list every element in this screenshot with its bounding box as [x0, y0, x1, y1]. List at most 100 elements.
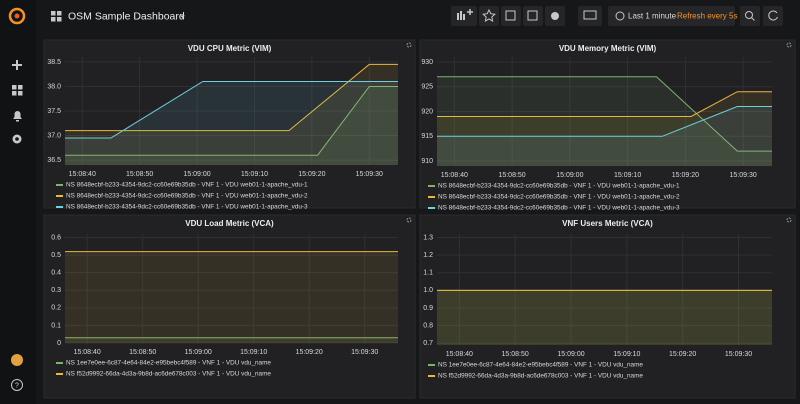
panel-title: VDU Load Metric (VCA): [185, 219, 274, 228]
y-tick-label: 1.1: [423, 270, 433, 277]
config-icon[interactable]: [12, 134, 22, 144]
y-tick-label: 925: [421, 84, 433, 91]
y-tick-label: 0.6: [51, 234, 61, 241]
grid-icon: [51, 11, 62, 22]
area: [65, 251, 398, 343]
x-tick-label: 15:09:00: [556, 172, 583, 179]
dashboard-title[interactable]: OSM Sample Dashboard: [68, 10, 185, 22]
time-picker[interactable]: [608, 6, 735, 26]
legend-label: NS f52d9992-66da-4d3a-9b8d-ac6de678c003 …: [66, 371, 271, 378]
legend-label: NS 1ee7e0ee-6c87-4e64-84e2-e95bebc4f589 …: [66, 360, 271, 367]
legend-label: NS 8648ecbf-b233-4354-9dc2-cc60e69b35db …: [66, 182, 308, 189]
tv-mode-button[interactable]: [578, 6, 602, 26]
legend-label: NS f52d9992-66da-4d3a-9b8d-ac6de678c003 …: [438, 373, 643, 380]
sidebar-icons[interactable]: ?: [11, 60, 23, 391]
area: [437, 76, 772, 166]
alert-icon[interactable]: [13, 111, 22, 122]
series-line: [65, 86, 398, 156]
x-tick-label: 15:08:40: [74, 349, 101, 356]
y-tick-label: 0.4: [51, 270, 61, 277]
y-tick-label: 0: [57, 340, 61, 347]
x-tick-label: 15:09:30: [351, 349, 378, 356]
save-button[interactable]: [523, 6, 543, 26]
y-tick-label: 37.0: [47, 132, 61, 139]
x-tick-label: 15:09:10: [240, 349, 267, 356]
legend-label: NS 8648ecbf-b233-4354-9dc2-cc60e69b35db …: [66, 204, 308, 211]
time-range[interactable]: Last 1 minute: [628, 12, 677, 21]
y-tick-label: 0.8: [423, 322, 433, 329]
area: [65, 81, 398, 165]
x-tick-label: 15:09:10: [613, 351, 640, 358]
y-tick-label: 0.2: [51, 305, 61, 312]
legend-label: NS 8648ecbf-b233-4354-9dc2-cc60e69b35db …: [438, 183, 680, 190]
x-tick-label: 15:09:10: [614, 172, 641, 179]
star-button[interactable]: [479, 6, 499, 26]
panels: VDU CPU Metric (VIM) 36.5 37.0 37.5 38.0 38.5…: [43, 39, 796, 399]
x-tick-label: 15:09:30: [725, 351, 752, 358]
panel: [419, 39, 796, 209]
x-tick-label: 15:09:30: [356, 171, 383, 178]
y-tick-label: 0.7: [423, 340, 433, 347]
legend-label: NS 8648ecbf-b233-4354-9dc2-cc60e69b35db …: [66, 193, 308, 200]
zoom-button[interactable]: [740, 6, 760, 26]
x-tick-label: 15:09:20: [669, 351, 696, 358]
refresh-button[interactable]: [763, 6, 783, 26]
create-icon[interactable]: [12, 60, 22, 70]
loading-indicator: [406, 217, 412, 223]
area: [65, 64, 398, 165]
loading-indicator: [406, 42, 412, 48]
x-tick-label: 15:08:50: [129, 349, 156, 356]
loading-indicator: [786, 217, 792, 223]
caret: [180, 15, 185, 18]
toolbar: Last 1 minute Refresh every 5s: [451, 6, 783, 26]
series-line: [65, 81, 398, 139]
y-tick-label: 910: [421, 158, 433, 165]
series-line: [65, 63, 398, 132]
legend-label: NS 1ee7e0ee-6c87-4e64-84e2-e95bebc4f589 …: [438, 362, 643, 369]
legend-label: NS 8648ecbf-b233-4354-9dc2-cc60e69b35db …: [438, 194, 680, 201]
x-tick-label: 15:09:20: [298, 171, 325, 178]
area: [65, 86, 398, 165]
share-button[interactable]: [501, 6, 521, 26]
panel: [419, 214, 796, 399]
x-tick-label: 15:08:40: [446, 351, 473, 358]
x-tick-label: 15:08:50: [126, 171, 153, 178]
x-tick-label: 15:09:30: [729, 172, 756, 179]
grafana-logo[interactable]: [8, 7, 26, 25]
panel: [43, 214, 416, 399]
x-tick-label: 15:08:40: [69, 171, 96, 178]
panel-title: VNF Users Metric (VCA): [562, 219, 653, 228]
y-tick-label: 38.0: [47, 83, 61, 90]
x-tick-label: 15:08:50: [498, 172, 525, 179]
y-tick-label: 0.1: [51, 322, 61, 329]
y-tick-label: 1.3: [423, 234, 433, 241]
y-tick-label: 38.5: [47, 59, 61, 66]
y-tick-label: 930: [421, 59, 433, 66]
help-icon[interactable]: ?: [11, 379, 23, 391]
x-tick-label: 15:08:40: [441, 172, 468, 179]
refresh-interval[interactable]: Refresh every 5s: [677, 12, 737, 21]
y-tick-label: 1.2: [423, 252, 433, 259]
loading-indicator: [786, 42, 792, 48]
x-tick-label: 15:09:10: [241, 171, 268, 178]
x-tick-label: 15:09:00: [183, 171, 210, 178]
y-tick-label: 37.5: [47, 108, 61, 115]
panel: [43, 39, 416, 209]
area: [65, 337, 398, 343]
dashboards-icon[interactable]: [12, 85, 23, 96]
dashboard-picker[interactable]: OSM Sample Dashboard: [51, 10, 185, 22]
y-tick-label: 0.5: [51, 252, 61, 259]
area: [437, 91, 772, 166]
y-tick-label: 0.3: [51, 287, 61, 294]
x-tick-label: 15:08:50: [502, 351, 529, 358]
x-tick-label: 15:09:00: [557, 351, 584, 358]
y-tick-label: 0.9: [423, 305, 433, 312]
panel-title: VDU Memory Metric (VIM): [559, 44, 657, 53]
y-tick-label: 920: [421, 108, 433, 115]
series-line: [437, 106, 772, 137]
user-avatar[interactable]: [11, 354, 23, 366]
legend-label: NS 8648ecbf-b233-4354-9dc2-cc60e69b35db …: [438, 205, 680, 212]
y-tick-label: 1.0: [423, 287, 433, 294]
area: [437, 290, 772, 345]
